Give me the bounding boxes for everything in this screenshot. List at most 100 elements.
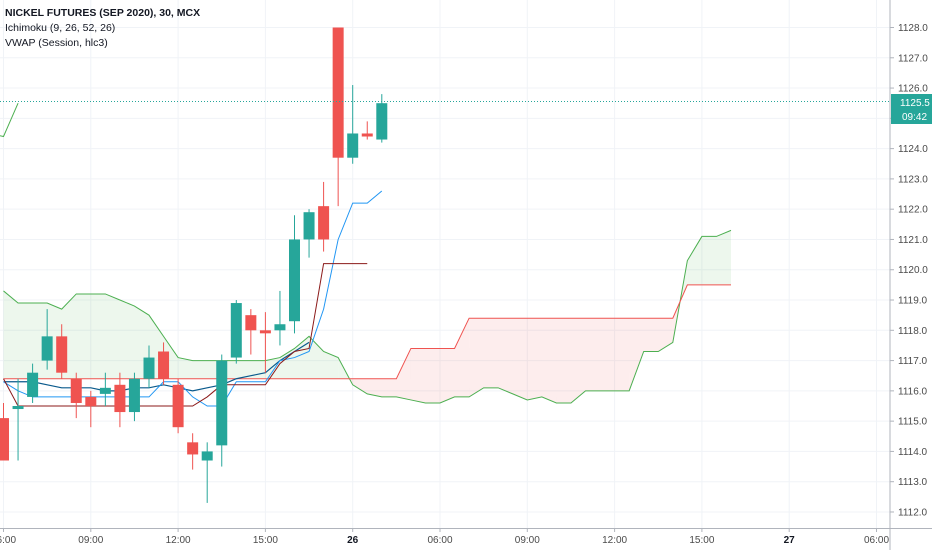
candle <box>318 181 330 252</box>
candle-body <box>99 387 111 394</box>
candle <box>70 372 82 419</box>
candle <box>216 354 228 467</box>
candle-body <box>376 103 388 140</box>
x-tick-label: 09:00 <box>78 535 103 546</box>
cloud-bear-segment <box>600 318 615 391</box>
candle-body <box>259 330 271 334</box>
candle-body <box>143 357 155 379</box>
candle <box>143 345 155 388</box>
y-tick-label: 1121.0 <box>898 235 928 246</box>
x-tick-label: 27 <box>784 535 796 546</box>
cloud-bear-segment <box>527 318 542 400</box>
y-tick-label: 1124.0 <box>898 144 928 155</box>
candle-body <box>361 133 373 137</box>
y-tick-label: 1115.0 <box>898 417 928 428</box>
candle-body <box>114 384 126 413</box>
senkou-span-b-line <box>3 284 731 380</box>
cloud-bear-segment <box>454 318 470 397</box>
y-tick-label: 1120.0 <box>898 265 928 276</box>
bar-countdown: 09:42 <box>902 112 927 123</box>
x-tick-label: 12:00 <box>166 535 191 546</box>
cloud-bull-segment <box>3 290 19 379</box>
cloud-bear-segment <box>396 348 411 400</box>
candle <box>85 390 97 428</box>
cloud-bull-segment <box>279 348 295 379</box>
candle-body <box>41 336 53 361</box>
candle <box>114 372 126 428</box>
vwap-line <box>3 341 310 392</box>
candle <box>158 342 170 385</box>
indicator-lines <box>0 102 732 407</box>
y-tick-label: 1119.0 <box>898 296 928 307</box>
cloud-bull-segment <box>687 236 702 285</box>
candle <box>274 290 286 346</box>
candle <box>245 309 257 355</box>
candle <box>172 378 184 434</box>
candle-body <box>289 239 300 322</box>
candle-body <box>332 27 344 158</box>
grid-lines <box>0 0 890 528</box>
candle-body <box>216 360 228 446</box>
cloud-bear-segment <box>512 318 528 400</box>
cloud-bull-segment <box>309 336 324 379</box>
cloud-bull-segment <box>18 303 33 379</box>
cloud-bull-segment <box>294 336 310 379</box>
cloud-bear-segment <box>629 318 644 391</box>
candle <box>41 309 53 370</box>
candle-body <box>347 133 359 158</box>
price-axis[interactable]: 1112.0 1113.0 1114.0 1115.0 1116.0 1117.0 1118… <box>889 0 928 550</box>
candle-body <box>274 324 286 331</box>
candle-body <box>0 418 9 461</box>
candle-body <box>230 303 242 358</box>
cloud-bull-segment <box>323 351 339 379</box>
y-tick-label: 1118.0 <box>898 326 928 337</box>
x-tick-label: 06:00 <box>0 535 16 546</box>
y-tick-label: 1122.0 <box>898 205 928 216</box>
x-tick-label: 06:00 <box>864 535 889 546</box>
x-tick-label: 15:00 <box>689 535 714 546</box>
cloud-bull-segment <box>716 230 731 285</box>
cloud-bull-segment <box>236 360 251 379</box>
cloud-bear-segment <box>381 378 397 397</box>
candle <box>376 94 388 143</box>
candle-body <box>12 406 24 410</box>
y-tick-label: 1114.0 <box>898 447 928 458</box>
y-tick-label: 1116.0 <box>898 386 928 397</box>
candle <box>303 209 315 258</box>
symbol-title[interactable]: NICKEL FUTURES (SEP 2020), 30, MCX <box>5 7 201 19</box>
candle-body <box>318 206 330 240</box>
cloud-bear-segment <box>570 318 586 403</box>
candle <box>230 300 242 364</box>
cloud-bull-segment <box>192 360 208 379</box>
candle-body <box>245 315 257 331</box>
time-axis[interactable]: 06:00 09:00 12:00 15:00 26 06:00 09:00 12:00 15:… <box>0 528 932 546</box>
cloud-bear-segment <box>541 318 557 403</box>
vwap-legend[interactable]: VWAP (Session, hlc3) <box>5 37 108 49</box>
x-tick-label: 26 <box>347 535 359 546</box>
ichimoku-legend[interactable]: Ichimoku (9, 26, 52, 26) <box>5 22 116 34</box>
cloud-bull-segment <box>119 300 135 379</box>
last-price-value: 1125.5 <box>900 98 930 109</box>
last-price-tag <box>891 94 932 124</box>
cloud-bear-segment <box>614 318 630 391</box>
y-tick-label: 1123.0 <box>898 174 928 185</box>
cloud-bull-segment <box>701 236 717 285</box>
cloud-bear-segment <box>410 348 426 403</box>
candle-body <box>303 212 315 240</box>
y-tick-label: 1112.0 <box>898 507 928 518</box>
kijun-sen-line <box>3 263 368 407</box>
candle <box>56 324 68 379</box>
y-tick-label: 1126.0 <box>898 84 928 95</box>
candle-body <box>85 396 97 406</box>
cloud-bear-segment <box>585 318 601 391</box>
cloud-bear-segment <box>440 348 455 403</box>
cloud-bear-segment <box>556 318 571 403</box>
cloud-bull-segment <box>178 357 193 379</box>
candle-body <box>56 336 68 373</box>
candle <box>27 363 39 403</box>
candle <box>12 378 24 461</box>
cloud-bear-segment <box>498 318 513 394</box>
cloud-bear-segment <box>643 318 659 352</box>
candle-body <box>128 378 140 413</box>
